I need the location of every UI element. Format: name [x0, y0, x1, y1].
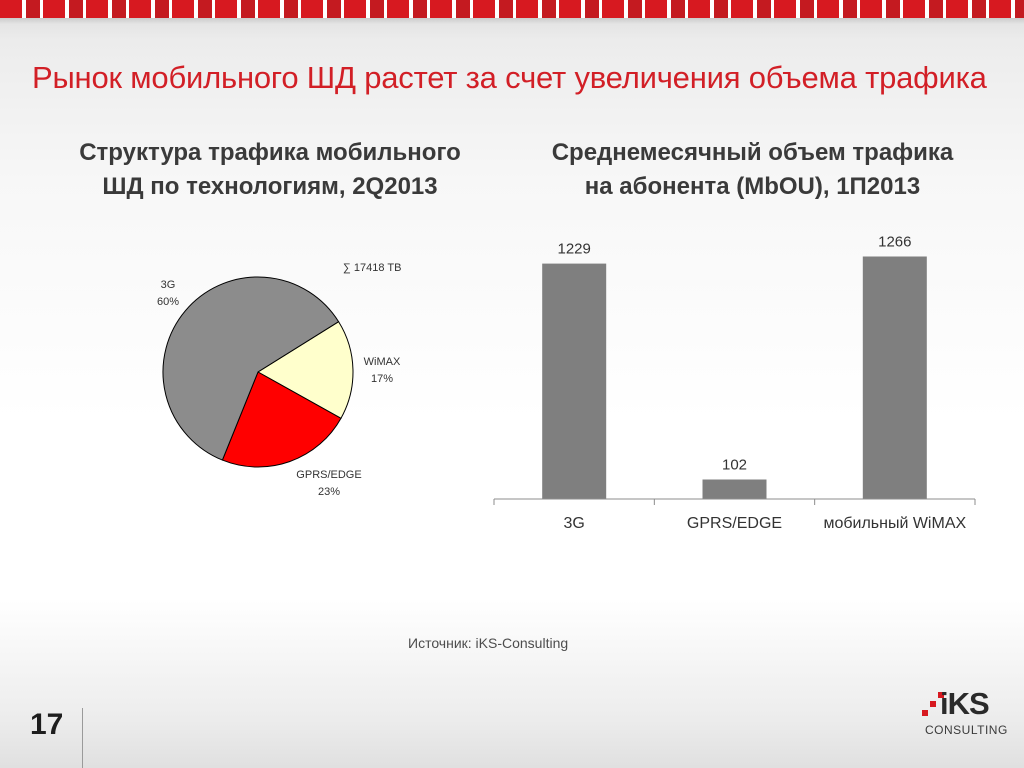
- logo-square-1: [938, 692, 944, 698]
- logo-subtext: CONSULTING: [925, 723, 1008, 737]
- top-strip-shadow: [0, 18, 1024, 24]
- iks-consulting-logo: iKS CONSULTING: [918, 686, 1007, 740]
- pie-chart: ∑ 17418 TB 3G 60% WiMAX 17% GPRS/EDGE 23…: [157, 262, 401, 498]
- bar-chart-title-line-1: Среднемесячный объем трафика: [551, 139, 954, 166]
- pie-chart-title-line-1: Структура трафика мобильного: [79, 139, 461, 166]
- pie-label-wimax-name: WiMAX: [364, 356, 401, 368]
- pie-label-3g-percent: 60%: [157, 296, 179, 308]
- bar-value-label: 1229: [558, 241, 591, 258]
- bar-chart: 1229 3G 102 GPRS/EDGE 1266 мобильный WiMAX: [493, 234, 976, 532]
- pie-label-gprs-name: GPRS/EDGE: [296, 469, 361, 481]
- bar-category-label: GPRS/EDGE: [687, 515, 782, 532]
- logo-square-3: [922, 710, 928, 716]
- page-number: 17: [30, 708, 64, 741]
- pie-slice-wimax: [257, 320, 354, 420]
- bar-chart-title: Среднемесячный объем трафика на абонента…: [520, 136, 985, 204]
- bar-category-label: 3G: [564, 515, 585, 532]
- pie-label-gprs-percent: 23%: [318, 486, 340, 498]
- top-decorative-strip: [0, 0, 1024, 18]
- bar-value-label: 102: [722, 457, 747, 474]
- bar-мобильный-wimax: [862, 256, 927, 499]
- source-note: Источник: iKS-Consulting: [408, 635, 569, 651]
- bar-chart-title-line-2: на абонента (MbOU), 1П2013: [584, 173, 921, 200]
- pie-slice-3g: [162, 276, 340, 461]
- pie-chart-title-line-2: ШД по технологиям, 2Q2013: [102, 173, 438, 200]
- pie-label-3g-name: 3G: [161, 279, 176, 291]
- pie-label-wimax-percent: 17%: [371, 373, 393, 385]
- bar-value-label: 1266: [878, 234, 911, 251]
- page-number-divider: [82, 708, 83, 768]
- slide-title: Рынок мобильного ШД растет за счет увели…: [32, 60, 987, 95]
- pie-total-label: ∑ 17418 TB: [343, 262, 401, 274]
- bar-gprs-edge: [702, 479, 767, 499]
- pie-chart-title: Структура трафика мобильного ШД по техно…: [60, 136, 480, 204]
- logo-square-2: [930, 701, 936, 707]
- pie-slice-gprs-edge: [221, 371, 342, 468]
- bar-3g: [542, 263, 607, 499]
- bar-category-label: мобильный WiMAX: [823, 515, 966, 532]
- logo-wordmark: iKS: [940, 686, 990, 721]
